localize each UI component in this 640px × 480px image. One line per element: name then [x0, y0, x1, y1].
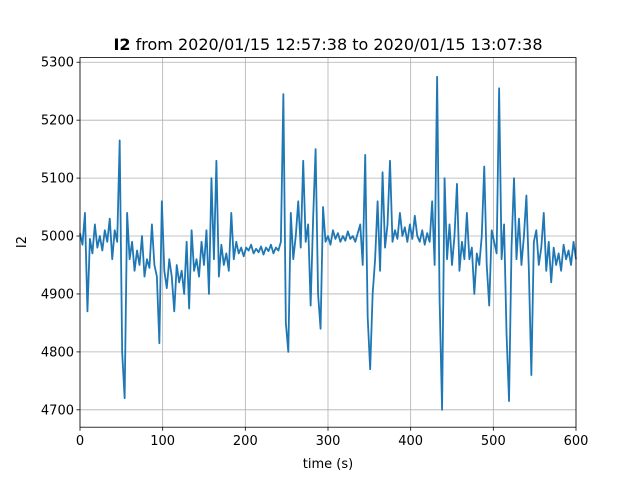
plot [79, 75, 577, 411]
x-tick-label: 300 [316, 434, 341, 449]
x-tick-label: 400 [398, 434, 423, 449]
data-line [79, 75, 577, 411]
y-tick-label: 4900 [41, 287, 74, 302]
x-tick-label: 200 [233, 434, 258, 449]
y-axis-label: I2 [15, 236, 30, 248]
y-tick-label: 4800 [41, 345, 74, 360]
x-tick-label: 600 [564, 434, 589, 449]
x-axis-label: time (s) [303, 457, 353, 472]
y-tick-label: 4700 [41, 403, 74, 418]
y-tick-label: 5000 [41, 230, 74, 245]
ticks: 0 100 200 300 400 500 600 4700 4800 4900 5000 5100 5… [41, 56, 589, 449]
y-tick-label: 5300 [41, 56, 74, 71]
y-tick-label: 5200 [41, 114, 74, 129]
title-name: I2 [113, 35, 130, 54]
x-tick-label: 100 [150, 434, 175, 449]
chart-title: I2 from 2020/01/15 12:57:38 to 2020/01/1… [113, 35, 542, 54]
x-tick-label: 0 [76, 434, 84, 449]
x-tick-label: 500 [481, 434, 506, 449]
y-tick-label: 5100 [41, 172, 74, 187]
title-text: from 2020/01/15 12:57:38 to 2020/01/15 1… [136, 35, 543, 54]
